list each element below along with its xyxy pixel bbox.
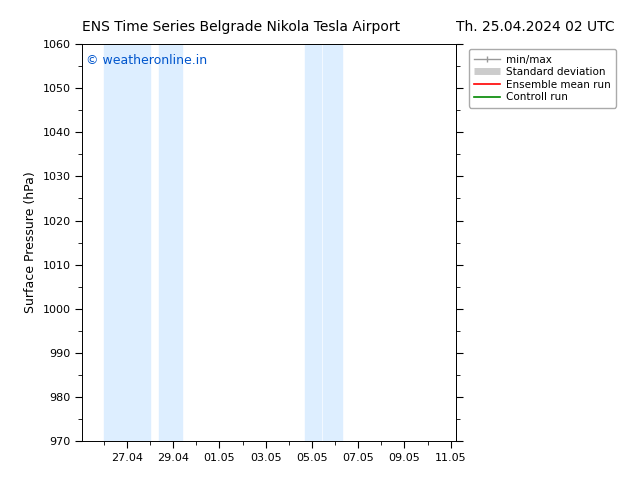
Text: ENS Time Series Belgrade Nikola Tesla Airport: ENS Time Series Belgrade Nikola Tesla Ai… bbox=[82, 20, 401, 34]
Legend: min/max, Standard deviation, Ensemble mean run, Controll run: min/max, Standard deviation, Ensemble me… bbox=[469, 49, 616, 107]
Bar bbox=[159, 44, 183, 441]
Bar bbox=[305, 44, 321, 441]
Bar bbox=[104, 44, 150, 441]
Y-axis label: Surface Pressure (hPa): Surface Pressure (hPa) bbox=[24, 172, 37, 314]
Text: © weatheronline.in: © weatheronline.in bbox=[86, 54, 207, 67]
Bar bbox=[323, 44, 342, 441]
Text: Th. 25.04.2024 02 UTC: Th. 25.04.2024 02 UTC bbox=[456, 20, 615, 34]
